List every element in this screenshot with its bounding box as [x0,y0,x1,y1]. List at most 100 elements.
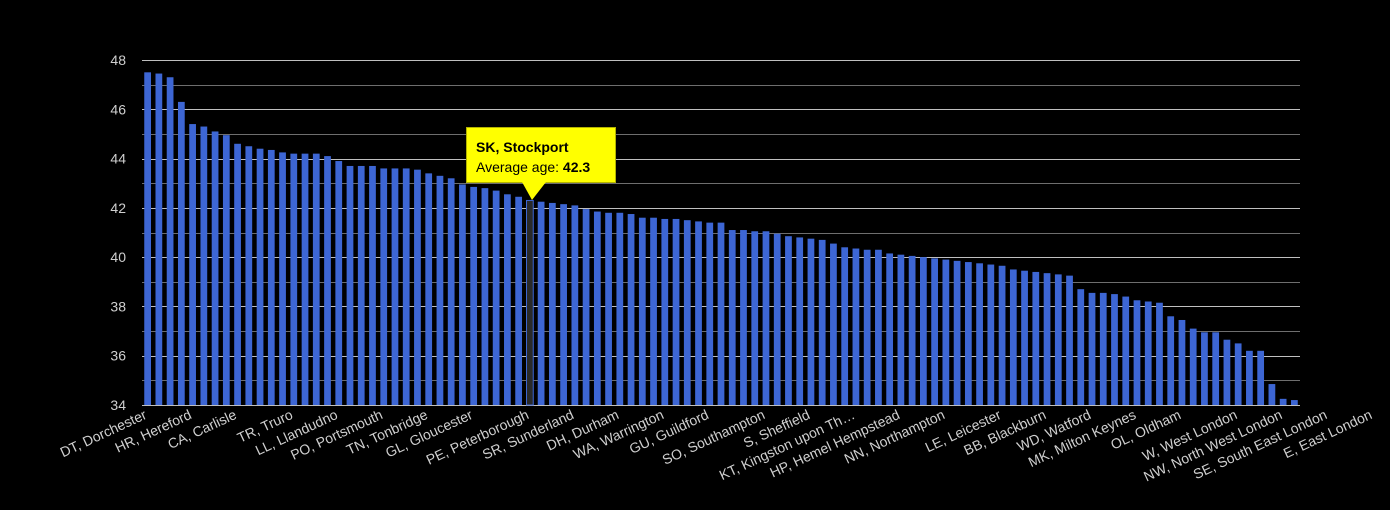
bar[interactable] [312,153,320,405]
bar[interactable] [414,169,421,405]
bar[interactable] [1167,316,1175,405]
bar[interactable] [605,212,612,405]
bar[interactable] [1201,332,1208,405]
bar[interactable] [245,146,253,405]
bar[interactable] [695,221,702,405]
bar[interactable] [1257,350,1265,405]
bar[interactable] [627,214,635,405]
bar[interactable] [481,188,489,405]
bar[interactable] [1054,274,1062,405]
bar[interactable] [863,249,871,405]
bar[interactable] [504,194,511,405]
bar[interactable] [953,260,961,405]
bar[interactable] [425,173,433,405]
bar[interactable] [155,73,163,406]
bar[interactable] [897,254,905,405]
bar[interactable] [728,230,736,405]
bar[interactable] [290,153,298,405]
bar[interactable] [1111,294,1118,405]
bar[interactable] [537,201,545,405]
bar[interactable] [369,165,376,405]
bar[interactable] [447,178,455,405]
bar[interactable] [357,165,365,405]
bar[interactable] [200,126,208,405]
bar-highlighted[interactable] [526,199,534,406]
bar[interactable] [987,264,995,405]
bar[interactable] [683,220,691,405]
bar[interactable] [1234,343,1242,405]
bar[interactable] [1223,339,1231,405]
bar[interactable] [1133,300,1141,405]
bar[interactable] [661,218,669,405]
bar[interactable] [211,131,219,405]
bar[interactable] [1156,302,1163,405]
bar[interactable] [492,190,500,405]
bar[interactable] [267,149,275,405]
bar[interactable] [470,186,478,405]
bar[interactable] [1246,350,1253,405]
bar[interactable] [818,239,826,405]
bar[interactable] [548,202,556,405]
bar[interactable] [1088,292,1096,405]
bar[interactable] [1021,270,1028,405]
bar[interactable] [515,196,523,405]
bar[interactable] [717,222,725,405]
bar[interactable] [740,230,747,405]
bar[interactable] [571,205,579,405]
bar[interactable] [1268,384,1276,405]
bar[interactable] [335,161,343,405]
bar[interactable] [189,124,196,405]
bar[interactable] [751,231,759,405]
bar[interactable] [908,255,916,405]
bar[interactable] [346,165,354,405]
bar[interactable] [672,218,680,405]
bar[interactable] [852,248,860,405]
bar[interactable] [1212,332,1220,405]
bar[interactable] [166,77,174,405]
bar[interactable] [1122,296,1130,405]
bar[interactable] [762,231,770,405]
bar[interactable] [1144,301,1152,406]
bar[interactable] [1099,292,1107,405]
bar[interactable] [773,233,781,405]
bar[interactable] [650,217,657,405]
bar[interactable] [593,211,601,405]
bar[interactable] [560,204,567,405]
bar[interactable] [1043,273,1051,405]
bar[interactable] [234,143,241,406]
bar[interactable] [706,222,714,405]
bar[interactable] [964,262,972,405]
bar[interactable] [582,209,590,405]
bar[interactable] [875,249,882,405]
bar[interactable] [324,156,331,405]
bar[interactable] [1279,398,1287,405]
bar[interactable] [931,258,938,405]
bar[interactable] [1066,275,1073,406]
bar[interactable] [391,168,399,405]
bar[interactable] [886,253,894,405]
bar[interactable] [177,101,185,405]
bar[interactable] [144,72,151,405]
bar[interactable] [998,265,1006,405]
bar[interactable] [638,217,646,405]
bar[interactable] [1189,328,1197,405]
bar[interactable] [256,148,264,405]
bar[interactable] [222,135,230,405]
bar[interactable] [279,152,286,405]
bar[interactable] [1178,319,1186,405]
bar[interactable] [841,247,849,405]
bar[interactable] [796,237,804,405]
bar[interactable] [436,175,444,405]
bar[interactable] [920,257,927,405]
bar[interactable] [830,243,837,405]
bar[interactable] [942,259,950,405]
bar[interactable] [459,184,466,405]
bar[interactable] [402,168,410,405]
bar[interactable] [616,212,624,405]
bar[interactable] [1009,269,1017,405]
bar[interactable] [1077,289,1085,405]
bar[interactable] [1291,400,1298,405]
bar[interactable] [1032,271,1040,405]
bar[interactable] [807,238,815,405]
bar[interactable] [380,168,388,405]
